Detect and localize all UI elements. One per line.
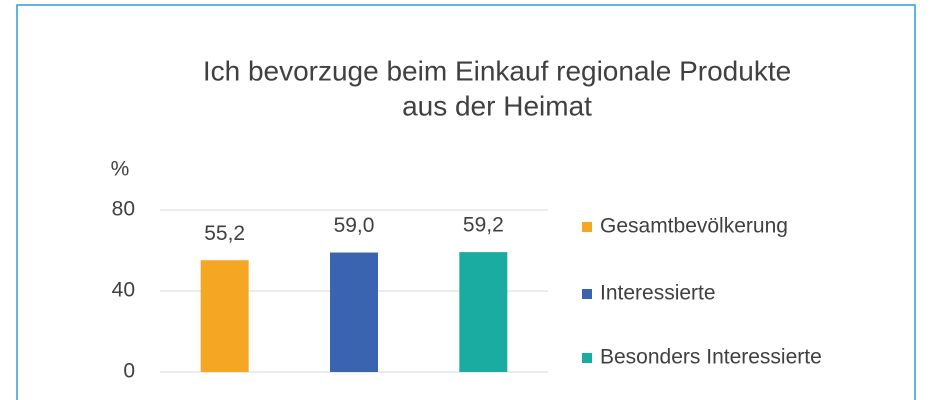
chart-title: aus der Heimat	[402, 90, 592, 121]
legend-label: Besonders Interessierte	[600, 346, 822, 369]
value-label: 55,2	[204, 222, 245, 245]
legend-swatch	[582, 289, 592, 299]
y-tick-label: 80	[112, 198, 135, 221]
y-tick-label: 0	[123, 360, 135, 383]
value-label: 59,2	[463, 214, 504, 237]
bar	[330, 252, 378, 372]
bar	[459, 252, 508, 372]
bar	[200, 260, 249, 372]
value-label: 59,0	[334, 214, 375, 237]
chart-title: Ich bevorzuge beim Einkauf regionale Pro…	[203, 55, 791, 86]
legend-swatch	[582, 222, 592, 232]
y-tick-label: 40	[112, 279, 135, 302]
legend-label: Interessierte	[600, 282, 716, 305]
legend-swatch	[582, 353, 592, 363]
legend-label: Gesamtbevölkerung	[600, 215, 788, 238]
y-axis-label: %	[111, 158, 130, 181]
